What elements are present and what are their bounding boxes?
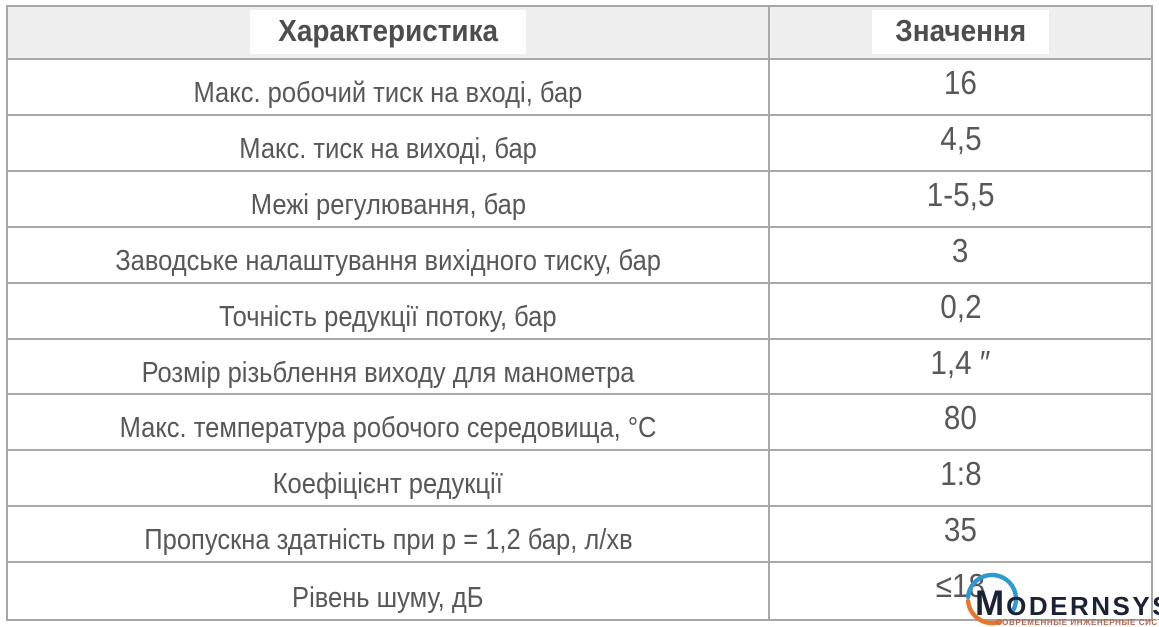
table-row-label: Макс. робочий тиск на вході, бар: [8, 60, 770, 116]
table-row-label: Коефіцієнт редукції: [8, 451, 770, 508]
table-row-value: 3: [770, 228, 1151, 284]
table-row-label: Макс. температура робочого середовища, °…: [8, 395, 770, 452]
row-value: 0,2: [939, 287, 982, 325]
header-cell-value: Значення: [770, 7, 1151, 60]
table-row-value: ≤18: [770, 563, 1151, 619]
header-label-value: Значення: [895, 12, 1026, 48]
table-row-value: 80: [770, 395, 1151, 452]
row-value: 1:8: [939, 455, 982, 493]
table-row-label: Розмір різьблення виходу для манометра: [8, 339, 770, 396]
table-row-label: Рівень шуму, дБ: [8, 563, 770, 619]
table-row-value: 16: [770, 60, 1151, 116]
row-value: 1,4 ″: [930, 343, 991, 381]
row-label: Макс. температура робочого середовища, °…: [119, 412, 657, 445]
row-value: 80: [943, 399, 978, 437]
table-row-value: 1,4 ″: [770, 340, 1151, 396]
table-row-value: 1:8: [770, 451, 1151, 508]
row-label: Точність редукції потоку, бар: [219, 300, 557, 333]
row-label: Коефіцієнт редукції: [272, 468, 504, 501]
table-row-value: 35: [770, 507, 1151, 564]
row-label: Заводське налаштування вихідного тиску, …: [115, 244, 661, 277]
table-row-label: Точність редукції потоку, бар: [8, 283, 770, 340]
row-value: 35: [943, 511, 978, 549]
row-label: Розмір різьблення виходу для манометра: [141, 356, 635, 389]
row-label: Пропускна здатність при р = 1,2 бар, л/х…: [143, 524, 633, 557]
table-row-value: 1-5,5: [770, 172, 1151, 228]
row-label: Макс. тиск на виході, бар: [239, 132, 537, 165]
row-label: Межі регулювання, бар: [250, 188, 526, 221]
table-row-value: 0,2: [770, 284, 1151, 340]
row-value: 4,5: [939, 119, 982, 157]
header-chip: Значення: [871, 9, 1050, 54]
header-cell-characteristic: Характеристика: [8, 7, 770, 60]
row-label: Рівень шуму, дБ: [292, 582, 484, 615]
spec-table: Характеристика Значення Макс. робочий ти…: [6, 5, 1153, 621]
table-row-label: Межі регулювання, бар: [8, 171, 770, 228]
table-row-value: 4,5: [770, 116, 1151, 172]
table-row-label: Макс. тиск на виході, бар: [8, 115, 770, 172]
row-value: 3: [952, 231, 969, 269]
row-label: Макс. робочий тиск на вході, бар: [193, 77, 583, 109]
table-row-label: Пропускна здатність при р = 1,2 бар, л/х…: [8, 507, 770, 564]
header-chip: Характеристика: [249, 9, 527, 54]
row-value: 1-5,5: [926, 175, 995, 213]
row-value: 16: [943, 64, 978, 101]
row-value: ≤18: [935, 567, 986, 605]
table-row-label: Заводське налаштування вихідного тиску, …: [8, 227, 770, 284]
header-label-characteristic: Характеристика: [278, 12, 498, 48]
